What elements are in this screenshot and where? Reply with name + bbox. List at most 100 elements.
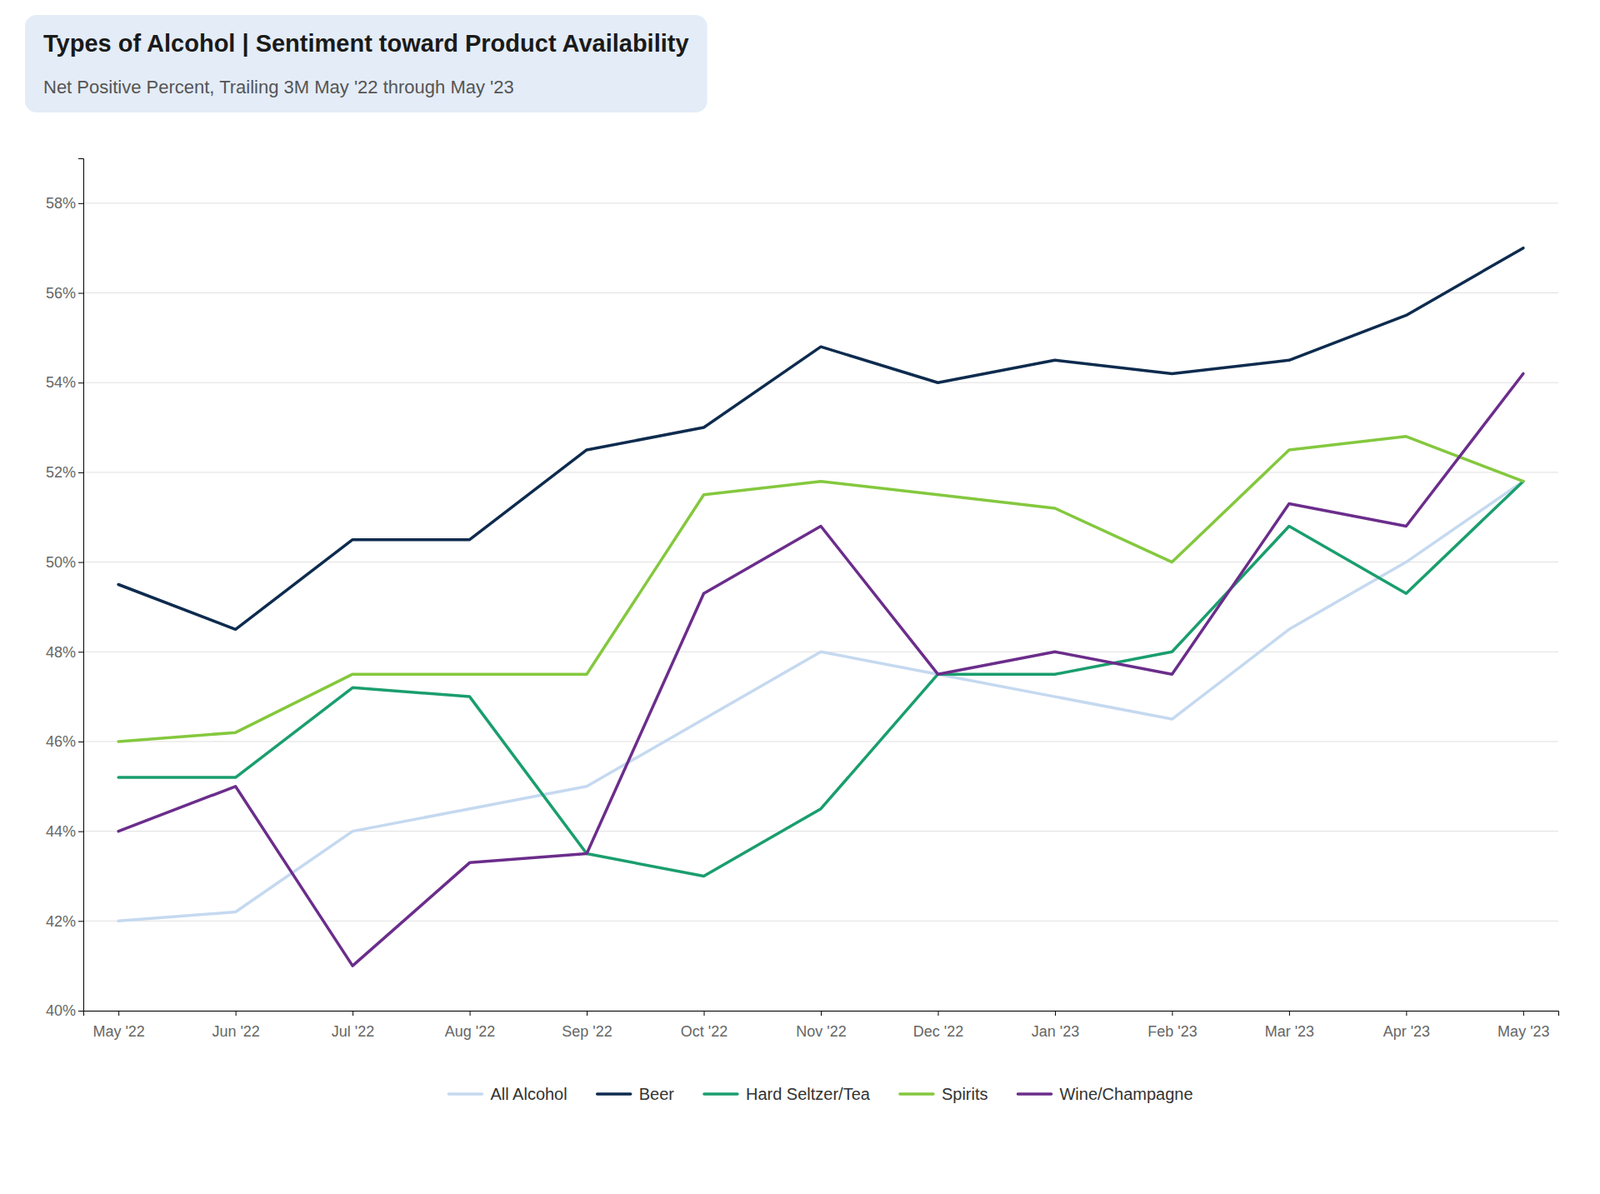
x-tick: Oct '22 xyxy=(680,1010,728,1040)
x-tick-label: Jun '22 xyxy=(211,1023,260,1040)
y-tick-label: 58% xyxy=(45,195,76,212)
y-tick: 58% xyxy=(45,195,84,212)
grid-line xyxy=(83,920,1559,922)
legend-item: All Alcohol xyxy=(448,1085,567,1104)
y-tick-mark xyxy=(78,293,84,295)
legend-item: Spirits xyxy=(900,1085,989,1104)
y-tick-mark xyxy=(78,1010,84,1012)
x-tick-mark xyxy=(1289,1010,1290,1016)
y-tick: 40% xyxy=(45,1002,84,1020)
x-tick: Dec '22 xyxy=(913,1010,964,1040)
x-tick-mark xyxy=(1171,1010,1173,1016)
y-tick-label: 44% xyxy=(45,823,76,840)
legend-swatch xyxy=(704,1092,738,1096)
y-tick: 52% xyxy=(45,464,84,481)
grid xyxy=(83,203,1559,1011)
x-tick-mark xyxy=(937,1010,939,1016)
x-tick-label: Mar '23 xyxy=(1265,1023,1315,1040)
y-tick-mark xyxy=(78,651,84,653)
series-line xyxy=(118,373,1524,966)
title-box-background xyxy=(25,15,708,113)
y-tick: 48% xyxy=(45,644,84,661)
x-tick-mark xyxy=(352,1010,354,1016)
series-line xyxy=(118,436,1524,742)
x-tick: Jun '22 xyxy=(211,1010,260,1040)
y-tick-mark xyxy=(78,562,84,564)
grid-line xyxy=(83,292,1559,294)
x-tick-mark xyxy=(118,1010,120,1016)
x-tick-mark xyxy=(820,1010,822,1016)
legend-swatch xyxy=(1017,1092,1051,1096)
x-tick: Jan '23 xyxy=(1031,1010,1080,1040)
x-tick: May '23 xyxy=(1497,1010,1550,1040)
y-tick: 56% xyxy=(45,285,84,302)
y-tick: 50% xyxy=(45,554,84,571)
grid-line xyxy=(83,830,1559,832)
legend-label: Wine/Champagne xyxy=(1059,1085,1193,1104)
subtitle: Net Positive Percent, Trailing 3M May '2… xyxy=(43,76,515,98)
x-tick: Nov '22 xyxy=(795,1010,846,1040)
x-axis-line xyxy=(84,1011,1560,1017)
legend-label: Spirits xyxy=(941,1085,989,1104)
y-tick: 44% xyxy=(45,823,84,840)
x-tick-mark xyxy=(704,1010,705,1016)
series-line xyxy=(118,248,1524,630)
x-tick-label: Dec '22 xyxy=(913,1023,964,1040)
y-tick-label: 52% xyxy=(45,464,76,481)
lines xyxy=(118,248,1524,966)
x-tick-mark xyxy=(470,1010,471,1016)
y-tick-mark xyxy=(78,741,84,743)
grid-line xyxy=(83,471,1559,473)
legend-swatch xyxy=(597,1092,631,1096)
y-tick-mark xyxy=(78,920,84,922)
y-tick-mark xyxy=(78,203,84,205)
title: Types of Alcohol | Sentiment toward Prod… xyxy=(43,30,690,57)
x-tick-label: Oct '22 xyxy=(680,1023,728,1040)
y-tick-label: 54% xyxy=(45,374,76,391)
legend-label: Hard Seltzer/Tea xyxy=(745,1085,871,1104)
legend-item: Beer xyxy=(597,1085,675,1104)
legend-label: Beer xyxy=(639,1085,675,1104)
x-tick-mark xyxy=(1055,1010,1056,1016)
x-tick-mark xyxy=(1523,1010,1525,1016)
x-tick-label: Aug '22 xyxy=(445,1023,496,1040)
y-tick-label: 48% xyxy=(45,644,76,661)
y-tick-mark xyxy=(78,831,84,833)
legend-label: All Alcohol xyxy=(490,1085,567,1104)
title-box: Types of Alcohol | Sentiment toward Prod… xyxy=(25,15,708,113)
x-tick: Aug '22 xyxy=(445,1010,496,1040)
y-tick: 46% xyxy=(45,733,84,750)
legend: All Alcohol Beer Hard Seltzer/Tea Spirits Wi… xyxy=(448,1085,1193,1104)
x-tick-label: Nov '22 xyxy=(795,1023,846,1040)
series-line xyxy=(118,481,1524,922)
x-tick-label: Jan '23 xyxy=(1031,1023,1080,1040)
legend-item: Wine/Champagne xyxy=(1017,1085,1193,1104)
x-tick-mark xyxy=(235,1010,237,1016)
series-line xyxy=(118,481,1524,877)
x-tick: May '22 xyxy=(92,1010,145,1040)
x-tick-label: Jul '22 xyxy=(331,1023,375,1040)
y-tick-label: 50% xyxy=(45,554,76,571)
x-tick-label: May '22 xyxy=(92,1023,145,1040)
y-tick-label: 42% xyxy=(45,913,76,930)
y-tick-label: 40% xyxy=(45,1002,76,1020)
legend-item: Hard Seltzer/Tea xyxy=(704,1085,871,1104)
x-tick-label: Sep '22 xyxy=(561,1023,613,1040)
y-tick-label: 46% xyxy=(45,733,76,750)
y-tick: 42% xyxy=(45,913,84,930)
y-tick: 54% xyxy=(45,374,84,391)
x-tick-label: May '23 xyxy=(1497,1023,1550,1040)
grid-line xyxy=(83,202,1559,204)
y-tick-label: 56% xyxy=(45,285,76,302)
x-tick-label: Apr '23 xyxy=(1383,1023,1430,1040)
legend-swatch xyxy=(900,1092,934,1096)
x-tick-label: Feb '23 xyxy=(1147,1023,1197,1040)
legend-swatch xyxy=(448,1092,482,1096)
x-tick: Feb '23 xyxy=(1147,1010,1197,1040)
plot-area: 40% 42% 44% 46% 48% 50% 52% 54% 56% 58% May '22 Jun… xyxy=(45,159,1560,1040)
y-axis-line xyxy=(78,159,85,1012)
chart: Types of Alcohol | Sentiment toward Prod… xyxy=(0,0,1600,1194)
x-tick-mark xyxy=(1405,1010,1407,1016)
grid-line xyxy=(83,561,1559,563)
grid-line xyxy=(83,382,1559,384)
